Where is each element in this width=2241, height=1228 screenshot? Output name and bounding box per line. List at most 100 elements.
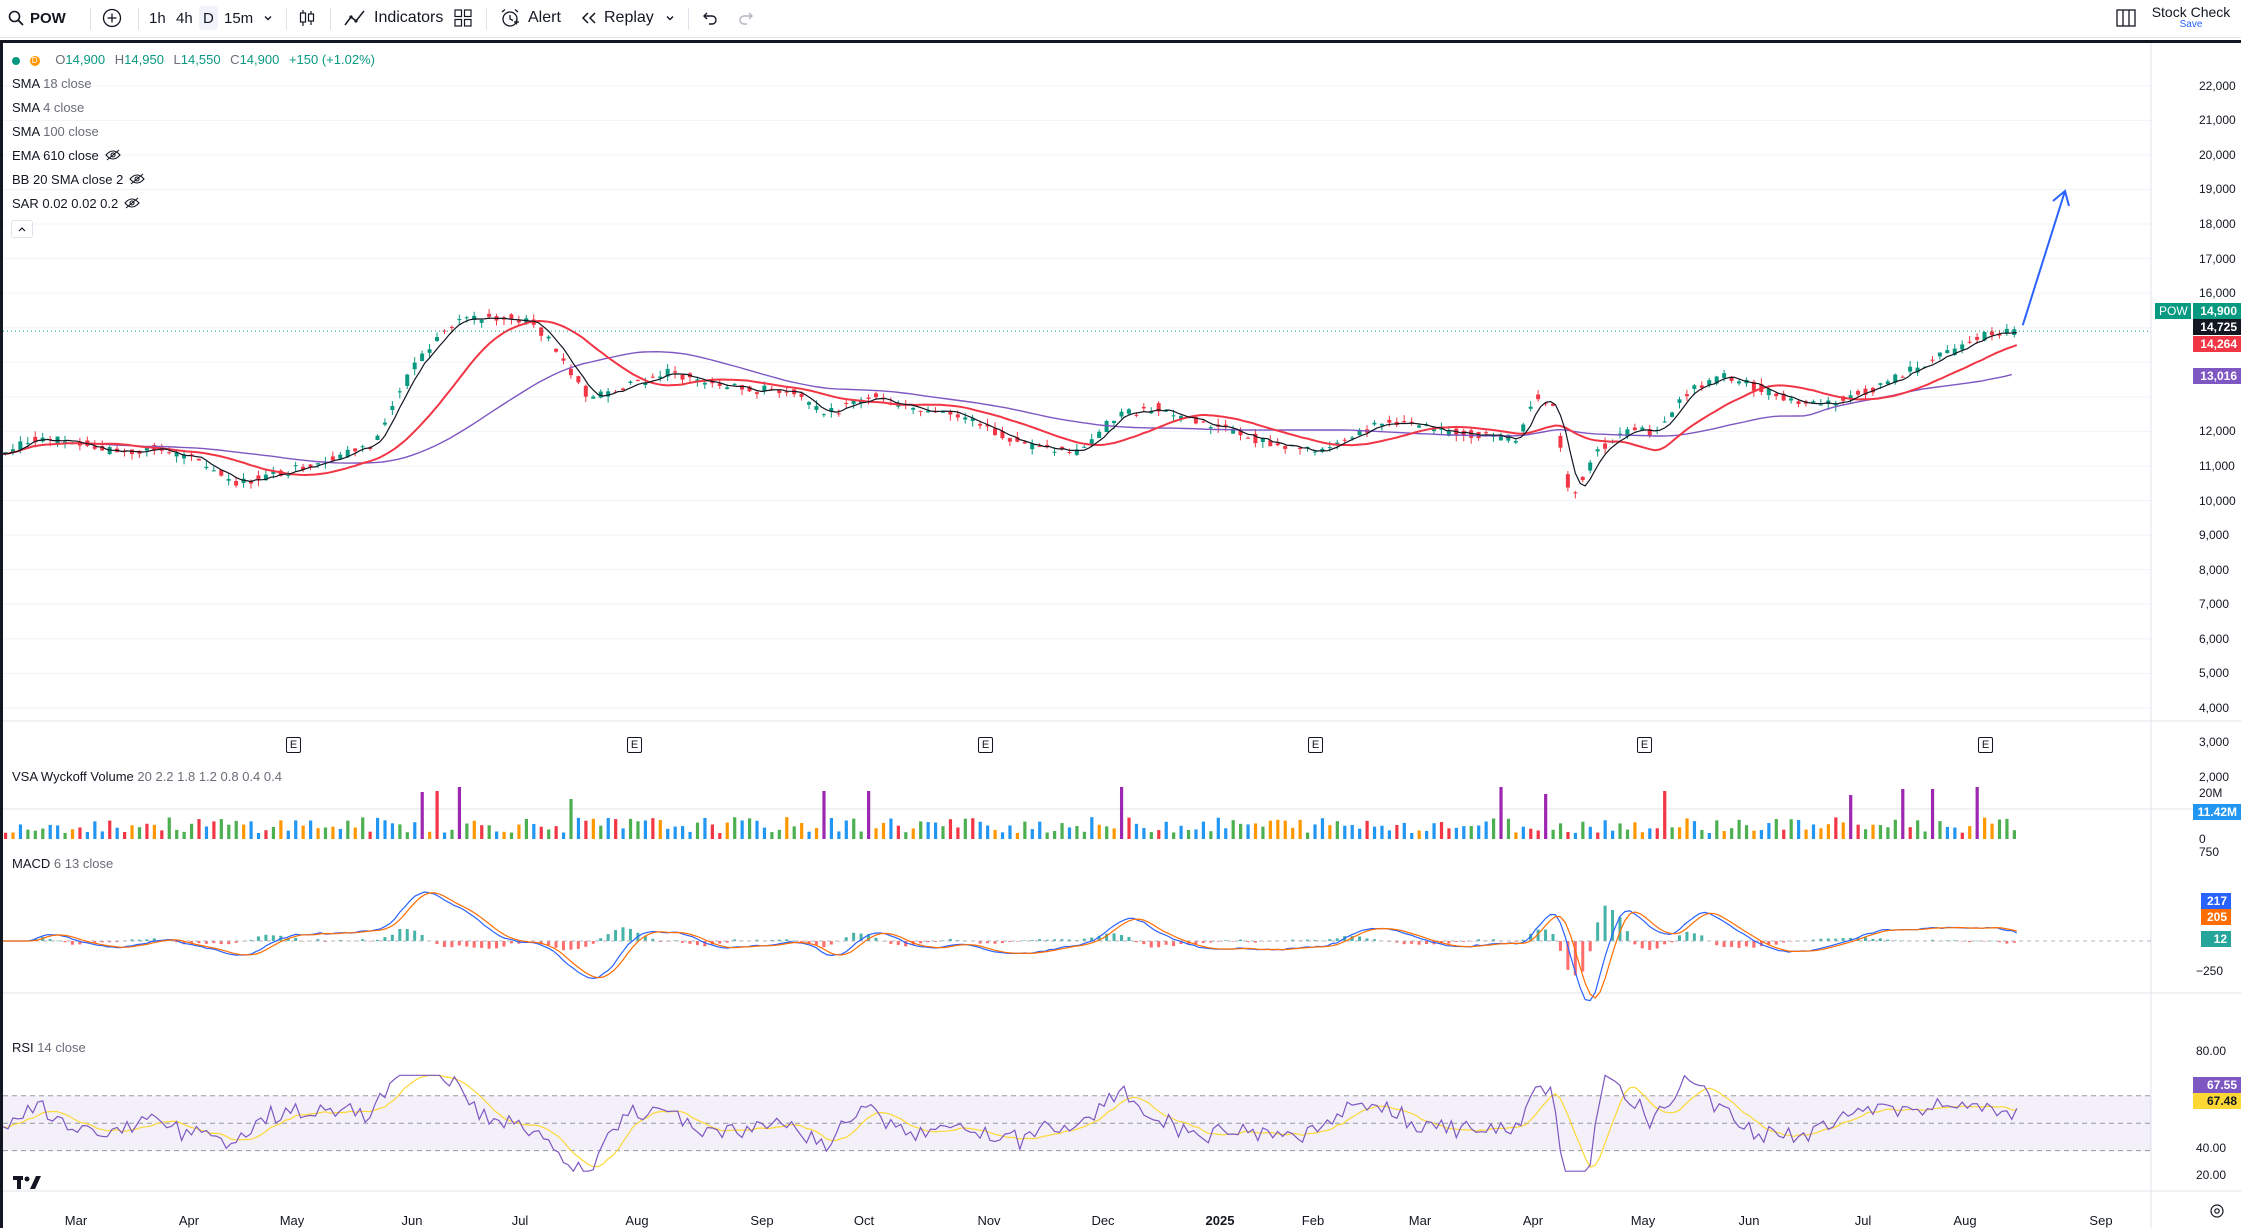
earnings-marker[interactable]: E [978, 737, 993, 753]
indicator-legend-bb[interactable]: BB 20 SMA close 2 [12, 172, 146, 188]
candle-body [1112, 420, 1117, 424]
candle-body [978, 423, 983, 426]
candle-body [1283, 446, 1288, 449]
candle-body [539, 327, 544, 336]
macd-histogram-bar [1209, 941, 1213, 943]
interval-dropdown[interactable] [262, 0, 274, 36]
macd-histogram-bar [688, 941, 692, 944]
indicator-legend-sma100[interactable]: SMA 100 close [12, 124, 99, 139]
indicators-label: Indicators [374, 9, 444, 26]
volume-bar [1112, 828, 1116, 839]
plus-circle-icon [102, 8, 122, 28]
macd-histogram-bar [725, 941, 729, 943]
candle-body [1937, 352, 1942, 357]
macd-histogram-bar [986, 941, 990, 944]
alert-button[interactable]: Alert [500, 0, 561, 36]
candle-body [1253, 433, 1258, 444]
macd-histogram-bar [1067, 939, 1071, 941]
candle-body [382, 422, 387, 425]
eye-off-icon[interactable] [105, 149, 121, 164]
gear-icon [2209, 1204, 2225, 1223]
replay-dropdown[interactable] [664, 0, 676, 36]
macd-histogram-bar [1759, 941, 1763, 947]
macd-histogram-bar [681, 941, 685, 943]
candle-body [25, 442, 30, 444]
price-axis-label: 2,000 [2199, 770, 2230, 784]
eye-off-icon[interactable] [124, 197, 140, 212]
indicator-legend-sma4[interactable]: SMA 4 close [12, 100, 84, 115]
earnings-marker[interactable]: E [1308, 737, 1323, 753]
candle-body [263, 474, 268, 481]
macd-histogram-bar [271, 935, 275, 941]
volume-bar [152, 824, 156, 839]
volume-bar [561, 832, 566, 839]
compare-symbol-button[interactable] [102, 0, 122, 36]
chart-type-button[interactable] [298, 0, 316, 36]
candle-body [695, 379, 700, 381]
macd-histogram-bar [2012, 941, 2016, 943]
volume-bar [1023, 821, 1027, 839]
volume-bar [681, 826, 685, 839]
candle-body [985, 424, 990, 427]
volume-bar [1893, 819, 1897, 839]
macd-histogram-bar [1633, 941, 1637, 945]
volume-pane-title[interactable]: VSA Wyckoff Volume 20 2.2 1.8 1.2 0.8 0.… [12, 769, 282, 784]
macd-pane-title[interactable]: MACD 6 13 close [12, 856, 113, 871]
volume-bar [1670, 827, 1674, 839]
indicator-legend-sma18[interactable]: SMA 18 close [12, 76, 92, 91]
candle-body [970, 418, 975, 421]
volume-tag: 11.42M [2193, 804, 2241, 820]
low-label: L [173, 52, 181, 67]
volume-bar [1506, 818, 1511, 839]
redo-button[interactable] [738, 0, 756, 36]
volume-bar [1811, 824, 1816, 839]
interval-15m[interactable]: 15m [224, 9, 254, 27]
volume-bar [1633, 822, 1637, 839]
macd-histogram-bar [1536, 929, 1540, 941]
candles-icon [298, 8, 316, 28]
volume-bar [747, 818, 752, 839]
candle-body [784, 391, 789, 393]
layouts-button[interactable] [454, 0, 472, 36]
candle-body [955, 414, 960, 418]
indicator-legend-sar[interactable]: SAR 0.02 0.02 0.2 [12, 196, 140, 212]
candle-body [1298, 447, 1303, 449]
macd-histogram-bar [1194, 941, 1198, 945]
earnings-marker[interactable]: E [627, 737, 642, 753]
undo-button[interactable] [700, 0, 718, 36]
volume-bar [1737, 819, 1741, 839]
volume-bar [755, 820, 759, 839]
volume-bar [1380, 825, 1384, 839]
candle-body [189, 454, 194, 456]
interval-d-selected[interactable]: D [199, 6, 218, 30]
indicators-button[interactable]: Indicators [344, 0, 443, 36]
candle-body [1179, 416, 1183, 419]
macd-histogram-bar [1491, 939, 1495, 941]
volume-bar [1886, 827, 1890, 839]
earnings-marker[interactable]: E [286, 737, 301, 753]
tradingview-logo[interactable] [13, 1174, 43, 1195]
replay-button[interactable]: Replay [580, 0, 654, 36]
chart-area[interactable]: D O14,900 H14,950 L14,550 C14,900 +150 (… [0, 40, 2241, 1228]
layout-toggle-button[interactable] [2116, 0, 2136, 36]
candle-body [1290, 445, 1295, 447]
indicator-legend-ema610[interactable]: EMA 610 close [12, 148, 121, 164]
interval-4h[interactable]: 4h [176, 9, 193, 27]
save-layout-button[interactable]: Stock Check Save [2150, 4, 2232, 30]
eye-off-icon[interactable] [129, 173, 146, 188]
interval-1h[interactable]: 1h [149, 9, 166, 27]
earnings-marker[interactable]: E [1637, 737, 1652, 753]
rsi-pane-title[interactable]: RSI 14 close [12, 1040, 86, 1055]
earnings-marker[interactable]: E [1978, 737, 1993, 753]
settings-button[interactable] [2209, 1203, 2225, 1224]
macd-histogram-bar [1997, 941, 2001, 943]
volume-bar [1477, 825, 1481, 839]
time-axis-label: Aug [1953, 1213, 1977, 1228]
macd-histogram-bar [1819, 938, 1823, 941]
volume-bar [509, 832, 514, 839]
chart-canvas[interactable] [3, 43, 2241, 1228]
collapse-legend-button[interactable] [11, 220, 33, 238]
symbol-search[interactable]: POW [8, 0, 66, 36]
macd-histogram-bar [1611, 910, 1615, 941]
volume-bar [1060, 823, 1064, 839]
